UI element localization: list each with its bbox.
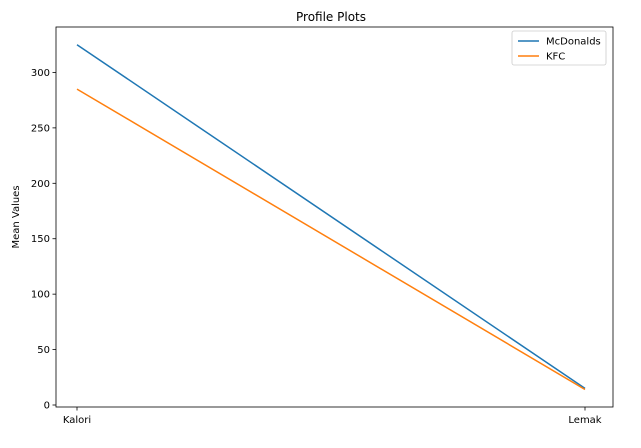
plot-lines [76, 44, 586, 391]
y-tick-label: 300 [31, 68, 50, 79]
plot-area-frame [55, 26, 614, 408]
y-tick-label: 50 [37, 345, 50, 356]
y-axis-ticks: 0 50 100 150 200 250 300 [31, 68, 56, 412]
y-tick-label: 100 [31, 290, 50, 301]
series-line-mcdonalds [76, 44, 586, 390]
series-line-kfc [76, 88, 586, 391]
x-axis-ticks: Kalori Lemak [63, 407, 602, 426]
y-tick-label: 0 [44, 401, 50, 412]
x-tick-label: Lemak [568, 415, 601, 426]
y-tick-label: 150 [31, 234, 50, 245]
chart-title: Profile Plots [296, 10, 366, 24]
legend-label-kfc: KFC [546, 52, 565, 63]
y-axis-label: Mean Values [11, 185, 22, 248]
y-tick-label: 200 [31, 179, 50, 190]
y-tick-label: 250 [31, 123, 50, 134]
legend-label-mcdonalds: McDonalds [546, 37, 601, 48]
legend: McDonalds KFC [511, 30, 607, 66]
x-tick-label: Kalori [63, 415, 91, 426]
